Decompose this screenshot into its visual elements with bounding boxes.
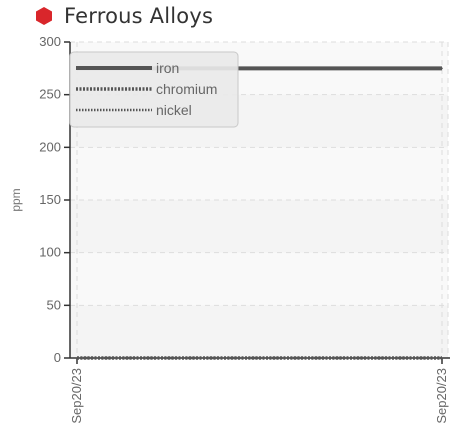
y-tick-label: 300 — [39, 34, 61, 49]
plot-bands — [70, 42, 448, 306]
plot-band — [70, 252, 448, 306]
x-tick-labels: Sep20/23 Sep20/23 — [69, 358, 449, 424]
legend-label-nickel[interactable]: nickel — [156, 102, 192, 118]
legend-label-iron[interactable]: iron — [156, 60, 179, 76]
chart-title: Ferrous Alloys — [64, 4, 214, 28]
y-tick-label: 100 — [39, 245, 61, 260]
grid-lines — [70, 41, 449, 358]
x-tick-label: Sep20/23 — [434, 368, 449, 424]
y-tick-label: 200 — [39, 139, 61, 154]
legend-label-chromium[interactable]: chromium — [156, 81, 217, 97]
chart-header: Ferrous Alloys — [34, 3, 213, 29]
y-tick-label: 0 — [54, 350, 61, 365]
series-point-nickel — [441, 357, 443, 359]
y-tick-labels: 0 50 100 150 200 250 300 — [39, 34, 70, 365]
legend-box — [69, 51, 239, 128]
plot-band — [70, 147, 448, 200]
series-point-nickel — [76, 357, 78, 359]
legend[interactable]: iron chromium nickel — [69, 51, 239, 128]
y-tick-label: 50 — [47, 297, 61, 312]
x-tick-label: Sep20/23 — [69, 368, 84, 424]
y-tick-label: 150 — [39, 192, 61, 207]
hexagon-status-icon — [36, 7, 52, 25]
y-tick-label: 250 — [39, 87, 61, 102]
y-axis-label: ppm — [9, 188, 23, 211]
series-point-iron — [441, 67, 443, 70]
